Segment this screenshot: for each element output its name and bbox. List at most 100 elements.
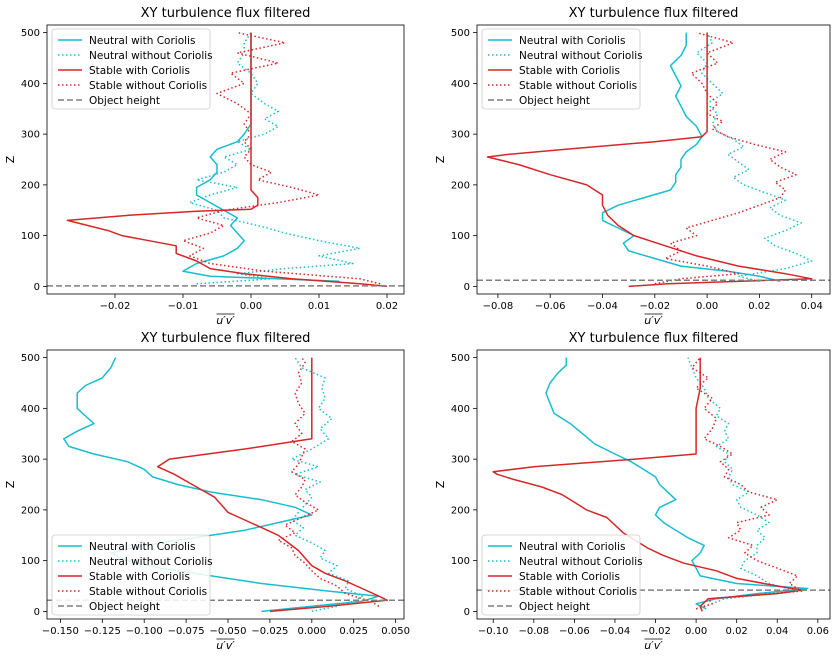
- legend-entry: Stable without Coriolis: [89, 80, 207, 92]
- x-tick-label: −0.125: [84, 626, 121, 637]
- x-tick-label: −0.100: [126, 626, 163, 637]
- x-tick-label: 0.00: [240, 301, 262, 312]
- legend-entry: Neutral without Coriolis: [519, 556, 643, 568]
- y-tick-label: 500: [21, 353, 40, 364]
- legend-box: [481, 534, 641, 616]
- x-tick-label: 0.02: [376, 301, 398, 312]
- legend-entry: Object height: [519, 95, 590, 107]
- x-tick-label: −0.10: [478, 626, 509, 637]
- series-line-stable-with-coriolis: [492, 357, 803, 612]
- y-tick-label: 200: [451, 505, 470, 516]
- y-tick-label: 400: [451, 404, 470, 415]
- x-tick-label: −0.06: [559, 626, 590, 637]
- plot-area: [47, 31, 404, 288]
- y-tick-label: 300: [21, 455, 40, 466]
- chart-title: XY turbulence flux filtered: [569, 6, 739, 21]
- y-tick-label: 100: [451, 556, 470, 567]
- series-line-stable-without-coriolis: [277, 357, 380, 607]
- legend: Neutral with Coriolis Neutral without Cor…: [51, 534, 213, 616]
- axes-frame: [46, 349, 405, 620]
- x-tick-label: −0.01: [168, 301, 199, 312]
- x-tick-label: 0.050: [381, 626, 410, 637]
- axes-frame: [476, 349, 831, 620]
- legend: Neutral with Coriolis Neutral without Cor…: [51, 28, 213, 110]
- series-line-neutral-without-coriolis: [687, 357, 799, 610]
- subplot-bottom-right: XY turbulence flux filtered −0.10 −0.08 −0.…: [434, 331, 831, 652]
- y-tick-label: 300: [451, 455, 470, 466]
- y-tick-label: 0: [464, 607, 470, 618]
- series-line-stable-with-coriolis: [486, 32, 813, 288]
- x-tick-label: 0.02: [748, 301, 770, 312]
- y-tick-label: 400: [21, 404, 40, 415]
- chart-title: XY turbulence flux filtered: [141, 6, 311, 21]
- legend-entry: Object height: [519, 601, 590, 613]
- x-tick-label: 0.02: [726, 626, 748, 637]
- legend-entry: Stable with Coriolis: [519, 65, 620, 77]
- x-tick-label: 0.01: [308, 301, 330, 312]
- y-tick-label: 100: [21, 231, 40, 242]
- legend-entry: Stable without Coriolis: [519, 80, 637, 92]
- y-axis-label: Z: [4, 480, 17, 488]
- y-tick-label: 300: [451, 130, 470, 141]
- y-tick-label: 400: [451, 79, 470, 90]
- x-tick-label: 0.00: [696, 301, 718, 312]
- series-line-neutral-with-coriolis: [545, 357, 809, 610]
- y-tick-label: 0: [34, 607, 40, 618]
- legend-entry: Object height: [89, 601, 160, 613]
- x-tick-label: 0.06: [807, 626, 829, 637]
- series-line-neutral-with-coriolis: [63, 357, 380, 613]
- legend-entry: Object height: [89, 95, 160, 107]
- y-tick-label: 400: [21, 79, 40, 90]
- x-tick-label: −0.04: [587, 301, 618, 312]
- y-axis-label: Z: [4, 155, 17, 163]
- legend-entry: Stable without Coriolis: [519, 586, 637, 598]
- chart-title: XY turbulence flux filtered: [141, 331, 311, 346]
- y-tick-label: 500: [451, 353, 470, 364]
- y-tick-label: 300: [21, 130, 40, 141]
- y-tick-label: 200: [21, 505, 40, 516]
- legend-entry: Neutral with Coriolis: [519, 541, 625, 553]
- legend-entry: Neutral without Coriolis: [519, 50, 643, 62]
- chart-title: XY turbulence flux filtered: [569, 331, 739, 346]
- subplot-bottom-left: XY turbulence flux filtered−0.150 −0.125−…: [4, 331, 410, 652]
- y-tick-label: 200: [451, 180, 470, 191]
- legend-entry: Stable with Coriolis: [89, 65, 190, 77]
- series-line-neutral-without-coriolis: [290, 357, 363, 613]
- series-line-stable-without-coriolis: [691, 357, 803, 610]
- x-tick-label: −0.050: [210, 626, 247, 637]
- plot-area: [477, 31, 830, 288]
- x-tick-label: −0.075: [168, 626, 205, 637]
- legend-entry: Neutral with Coriolis: [519, 35, 625, 47]
- x-tick-label: 0.025: [339, 626, 368, 637]
- x-axis-label: u′v′: [216, 639, 235, 652]
- x-tick-label: −0.06: [535, 301, 566, 312]
- x-axis-label: u′v′: [216, 314, 235, 327]
- y-axis-label: Z: [434, 155, 447, 163]
- legend-entry: Stable with Coriolis: [89, 571, 190, 583]
- legend-box: [481, 28, 641, 110]
- x-tick-label: −0.04: [600, 626, 631, 637]
- x-axis-label: u′v′: [644, 639, 663, 652]
- y-tick-label: 500: [451, 28, 470, 39]
- legend-entry: Stable without Coriolis: [89, 586, 207, 598]
- legend: Neutral with Coriolis Neutral without Cor…: [481, 28, 643, 110]
- y-tick-label: 100: [451, 231, 470, 242]
- series-line-neutral-without-coriolis: [695, 32, 813, 283]
- legend-box: [51, 534, 211, 616]
- subplot-top-right: XY turbulence flux filtered −0.08 −0.06 −0.…: [434, 6, 831, 327]
- series-line-stable-with-coriolis: [156, 357, 388, 613]
- legend-entry: Stable with Coriolis: [519, 571, 620, 583]
- x-tick-label: 0.00: [685, 626, 707, 637]
- y-tick-label: 0: [464, 282, 470, 293]
- x-tick-label: 0.04: [801, 301, 823, 312]
- legend-box: [51, 28, 211, 110]
- x-tick-label: 0.04: [766, 626, 788, 637]
- x-tick-label: −0.08: [518, 626, 549, 637]
- y-axis-label: Z: [434, 480, 447, 488]
- legend-entry: Neutral without Coriolis: [89, 50, 213, 62]
- series-line-neutral-without-coriolis: [189, 32, 361, 285]
- x-tick-label: −0.02: [639, 301, 670, 312]
- x-tick-label: −0.02: [640, 626, 671, 637]
- legend-entry: Neutral with Coriolis: [89, 541, 195, 553]
